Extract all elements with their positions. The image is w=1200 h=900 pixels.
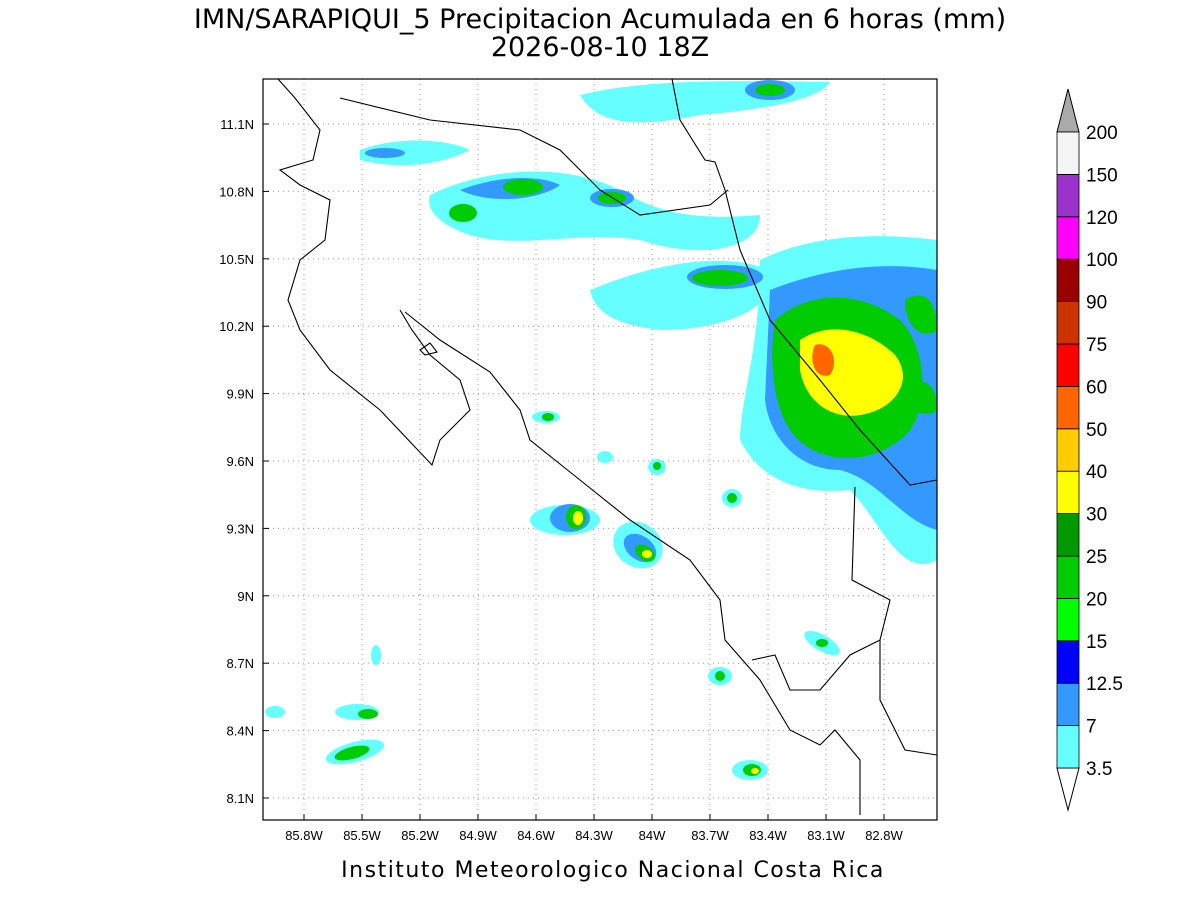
colorbar-label: 30 (1086, 505, 1107, 526)
colorbar-segment (1056, 513, 1080, 557)
footer: Instituto Meteorologico Nacional Costa R… (341, 858, 885, 883)
colorbar-label: 25 (1086, 547, 1107, 568)
lon-label: 83.1W (807, 828, 845, 843)
colorbar-segment (1056, 216, 1080, 260)
colorbar-label: 75 (1086, 335, 1107, 356)
colorbar-segment (1056, 598, 1080, 642)
colorbar-label: 20 (1086, 589, 1107, 610)
colorbar-label: 60 (1086, 377, 1107, 398)
lon-label: 84W (639, 828, 666, 843)
colorbar-label: 3.5 (1086, 759, 1112, 780)
colorbar-segment (1056, 173, 1080, 218)
lon-label: 83.7W (691, 828, 729, 843)
coastline (277, 79, 937, 815)
colorbar-segment (1056, 385, 1080, 430)
lat-label: 9.9N (227, 387, 254, 402)
colorbar-segment (1056, 470, 1080, 515)
colorbar-segment (1056, 555, 1080, 599)
colorbar-label: 40 (1086, 462, 1107, 483)
lat-label: 10.2N (219, 319, 254, 334)
colorbar-label: 12.5 (1086, 674, 1123, 695)
colorbar-segment (1056, 343, 1080, 387)
lon-label: 85.2W (401, 828, 439, 843)
lon-label: 84.3W (575, 828, 613, 843)
lat-label: 9.6N (227, 454, 254, 469)
lat-label: 10.8N (219, 184, 254, 199)
lon-label: 84.9W (459, 828, 497, 843)
lat-label: 10.5N (219, 252, 254, 267)
colorbar-segment (1056, 131, 1080, 175)
lat-label: 8.7N (227, 656, 254, 671)
lat-label: 8.4N (227, 724, 254, 739)
lon-label: 82.8W (865, 828, 903, 843)
colorbar-label: 15 (1086, 632, 1107, 653)
lat-label: 9N (237, 589, 254, 604)
lon-label: 84.6W (517, 828, 555, 843)
lat-label: 9.3N (227, 521, 254, 536)
colorbar-segment (1056, 258, 1080, 303)
colorbar-segment (1056, 301, 1080, 345)
colorbar (1056, 88, 1080, 812)
lon-label: 83.4W (749, 828, 787, 843)
map-frame (262, 78, 938, 821)
colorbar-label: 100 (1086, 250, 1118, 271)
colorbar-segment (1056, 725, 1080, 769)
lon-label: 85.8W (285, 828, 323, 843)
colorbar-label: 90 (1086, 293, 1107, 314)
lon-label: 85.5W (343, 828, 381, 843)
colorbar-label: 7 (1086, 717, 1097, 738)
title: IMN/SARAPIQUI_5 Precipitacion Acumulada … (194, 4, 1006, 35)
lat-label: 8.1N (227, 791, 254, 806)
colorbar-segment (1056, 682, 1080, 727)
colorbar-segment (1056, 640, 1080, 684)
precipitation (265, 80, 937, 780)
lat-label: 11.1N (220, 117, 254, 132)
colorbar-segment (1056, 428, 1080, 472)
colorbar-label: 50 (1086, 420, 1107, 441)
subtitle: 2026-08-10 18Z (491, 32, 709, 63)
colorbar-label: 120 (1086, 208, 1118, 229)
colorbar-label: 150 (1086, 165, 1118, 186)
colorbar-label: 200 (1086, 123, 1118, 144)
